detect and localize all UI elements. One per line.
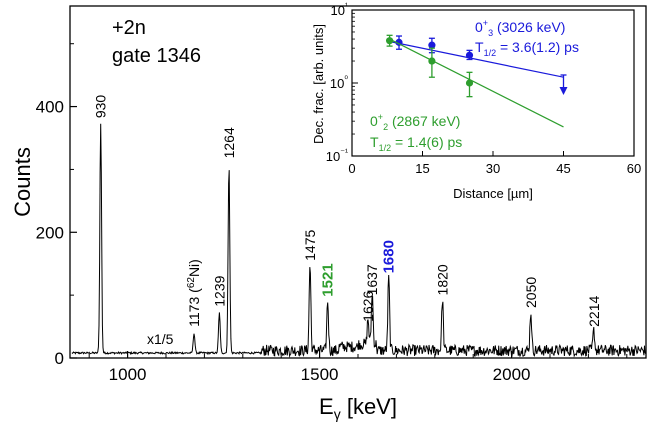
x-tick-label: 1000 [109, 365, 147, 384]
spectrum-trace [71, 123, 647, 358]
reaction-label: +2n [112, 17, 146, 39]
data-point [465, 51, 474, 59]
inset-x-tick-label: 60 [627, 161, 641, 176]
peak-label: 1264 [221, 127, 237, 158]
y-tick-label: 200 [36, 223, 64, 242]
inset-x-tick-label: 0 [348, 161, 355, 176]
x-tick-label: 2000 [493, 365, 531, 384]
y-tick-label: 400 [36, 98, 64, 117]
data-point [386, 37, 394, 45]
y-tick-label: 0 [55, 349, 64, 368]
inset-y-tick-label: 10⁻¹ [326, 147, 348, 164]
inset-y-axis-title: Dec. frac. [arb. units] [311, 24, 326, 144]
peak-label: 2050 [523, 277, 539, 308]
inset-decay-plot: 0 15 30 45 60 10⁻¹ 10⁰ 10¹ Dec. frac. [arb. uni… [311, 1, 641, 201]
peak-label: 1475 [302, 229, 318, 260]
inset-x-axis-title: Distance [µm] [453, 186, 533, 201]
inset-y-tick-label: 10¹ [331, 1, 348, 18]
inset-x-tick-label: 15 [415, 161, 429, 176]
peak-label: 1637 [364, 264, 380, 295]
main-y-ticks: 0 200 400 [36, 43, 77, 368]
inset-marks [386, 34, 568, 128]
peak-label: 1820 [434, 264, 450, 295]
peak-label: 1626 [360, 290, 376, 321]
green-series-name: 0+2 (2867 keV) [370, 112, 460, 132]
peak-label: 2214 [586, 295, 602, 326]
data-point [465, 79, 474, 87]
y-axis-title: Counts [10, 147, 35, 217]
peak-label: 930 [93, 95, 109, 119]
inset-x-tick-label: 30 [486, 161, 500, 176]
upper-limit-arrow [559, 87, 568, 95]
fit-line [389, 38, 564, 128]
x-axis-title: Eγ [keV] [319, 394, 397, 422]
inset-background [351, 9, 635, 157]
fit-line [389, 40, 564, 78]
inset-y-tick-label: 10⁰ [330, 74, 348, 91]
peak-label: 1239 [211, 275, 227, 306]
main-x-ticks: 1000 1500 2000 [88, 351, 628, 384]
data-point [428, 41, 436, 49]
gate-label: gate 1346 [112, 45, 201, 67]
green-series-half-life: T1/2 = 1.4(6) ps [370, 134, 462, 153]
inset-x-tick-label: 45 [556, 161, 570, 176]
peak-label: 1680 [381, 240, 398, 273]
scale-note: x1/5 [147, 331, 174, 347]
data-point [428, 57, 436, 65]
blue-series-name: 0+3 (3026 keV) [475, 18, 565, 38]
peak-label: 1521 [320, 263, 337, 296]
x-tick-label: 1500 [301, 365, 339, 384]
peak-label: 1173 (62Ni) [186, 259, 202, 327]
blue-series-half-life: T1/2 = 3.6(1.2) ps [475, 39, 579, 58]
